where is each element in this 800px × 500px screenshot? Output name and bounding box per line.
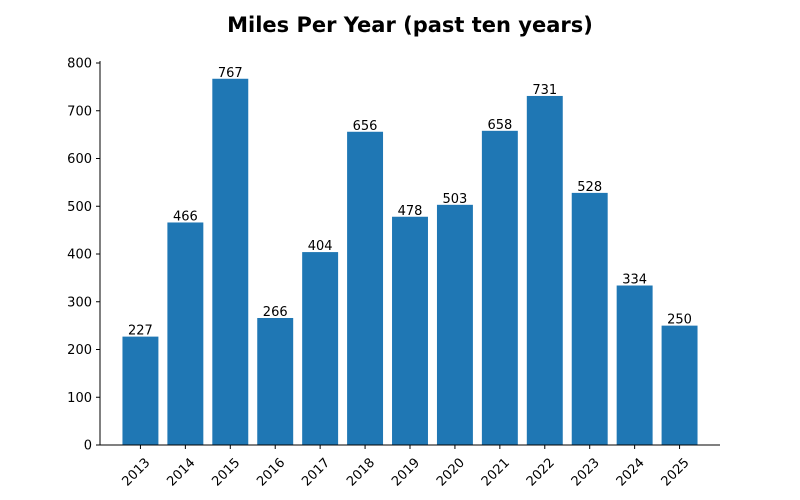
- bars-group: [122, 78, 698, 446]
- bar-2017: [302, 252, 339, 445]
- data-label-2020: 503: [443, 192, 468, 207]
- x-tick-label-2019: 2019: [389, 455, 423, 489]
- x-axis: 2013 2014 2015 2016 2017 2018 2019 2020 2021 2022…: [100, 444, 720, 489]
- x-tick-label-2018: 2018: [344, 455, 378, 489]
- y-tick-label-600: 600: [67, 152, 92, 167]
- x-tick-label-2022: 2022: [524, 455, 558, 489]
- bar-2014: [167, 222, 204, 445]
- y-tick-label-100: 100: [67, 391, 92, 406]
- bar-2020: [436, 204, 473, 445]
- data-label-2022: 731: [532, 83, 557, 98]
- y-tick-label-200: 200: [67, 343, 92, 358]
- data-label-2013: 227: [128, 324, 153, 339]
- bar-2019: [392, 216, 428, 445]
- bar-2021: [481, 130, 518, 445]
- x-tick-label-2020: 2020: [434, 455, 468, 489]
- y-tick-label-500: 500: [67, 200, 92, 215]
- bar-2015: [212, 78, 249, 445]
- bar-2022: [526, 95, 563, 445]
- y-tick-label-400: 400: [67, 248, 92, 263]
- y-tick-label-300: 300: [67, 295, 92, 310]
- bar-2013: [122, 336, 159, 445]
- data-label-2018: 656: [353, 119, 378, 134]
- data-label-2016: 266: [263, 305, 288, 320]
- x-tick-label-2021: 2021: [479, 455, 513, 489]
- bar-2023: [571, 192, 608, 445]
- chart-title: Miles Per Year (past ten years): [227, 13, 593, 37]
- data-label-2021: 658: [487, 118, 512, 133]
- data-label-2015: 767: [218, 66, 243, 81]
- data-label-2024: 334: [622, 273, 647, 288]
- data-label-2023: 528: [577, 180, 602, 195]
- bar-2024: [616, 285, 653, 445]
- x-tick-label-2015: 2015: [209, 455, 243, 489]
- data-labels-group: 227 466 767 266 404 656 478 503 658 731 528 334 250: [128, 66, 692, 339]
- y-tick-label-0: 0: [84, 439, 92, 454]
- x-tick-label-2025: 2025: [659, 455, 693, 489]
- x-tick-label-2016: 2016: [254, 455, 288, 489]
- bar-2016: [257, 317, 294, 445]
- data-label-2017: 404: [308, 239, 333, 254]
- y-tick-label-800: 800: [67, 57, 92, 72]
- data-label-2019: 478: [398, 204, 423, 219]
- y-tick-label-700: 700: [67, 104, 92, 119]
- x-tick-label-2023: 2023: [569, 455, 603, 489]
- x-tick-label-2014: 2014: [164, 455, 198, 489]
- data-label-2014: 466: [173, 209, 198, 224]
- x-tick-label-2024: 2024: [614, 455, 648, 489]
- x-tick-label-2017: 2017: [299, 455, 333, 489]
- data-label-2025: 250: [667, 313, 692, 328]
- bar-2018: [347, 131, 384, 445]
- x-tick-label-2013: 2013: [119, 455, 153, 489]
- bar-2025: [661, 325, 698, 446]
- y-axis: 0 100 200 300 400 500 600 700 800: [67, 57, 101, 454]
